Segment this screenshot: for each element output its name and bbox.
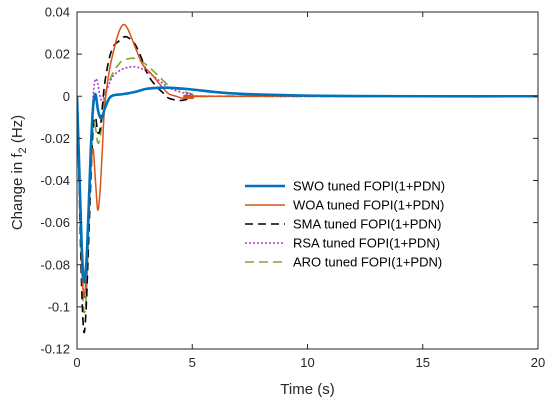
- x-tick-label: 0: [73, 355, 80, 370]
- y-tick-label: -0.04: [40, 173, 70, 188]
- legend-label-1: SWO tuned FOPI(1+PDN): [293, 179, 445, 194]
- y-tick-label: -0.08: [40, 257, 70, 272]
- legend-label-3: SMA tuned FOPI(1+PDN): [293, 217, 441, 232]
- series-line-1: [77, 86, 538, 284]
- y-tick-label: 0: [63, 89, 70, 104]
- x-tick-label: 10: [300, 355, 314, 370]
- x-tick-label: 5: [189, 355, 196, 370]
- y-axis-label-subscript: 2: [17, 147, 29, 153]
- y-tick-label: -0.06: [40, 215, 70, 230]
- legend-label-4: RSA tuned FOPI(1+PDN): [293, 236, 440, 251]
- x-tick-label: 20: [531, 355, 545, 370]
- legend-label-5: ARO tuned FOPI(1+PDN): [293, 255, 442, 270]
- y-axis-label: Change in f2 (Hz): [9, 115, 29, 230]
- legend-label-2: WOA tuned FOPI(1+PDN): [293, 198, 444, 213]
- y-tick-label: 0.04: [45, 5, 70, 20]
- x-tick-label: 15: [416, 355, 430, 370]
- legend: SWO tuned FOPI(1+PDN) WOA tuned FOPI(1+PD…: [245, 179, 445, 270]
- y-tick-label: -0.1: [48, 299, 70, 314]
- y-tick-label: 0.02: [45, 47, 70, 62]
- y-tick-label: -0.02: [40, 131, 70, 146]
- y-tick-label: -0.12: [40, 342, 70, 357]
- axis-ticks: 0 5 10 15 20 -0.12 -0.1 -0.08 -0.06 -0.04 -0.02 0 0.…: [40, 5, 545, 371]
- x-axis-label: Time (s): [280, 381, 334, 398]
- series-lines: [77, 23, 538, 334]
- y-axis-label-unit: (Hz): [9, 115, 26, 148]
- y-axis-label-main: Change in f: [9, 153, 26, 231]
